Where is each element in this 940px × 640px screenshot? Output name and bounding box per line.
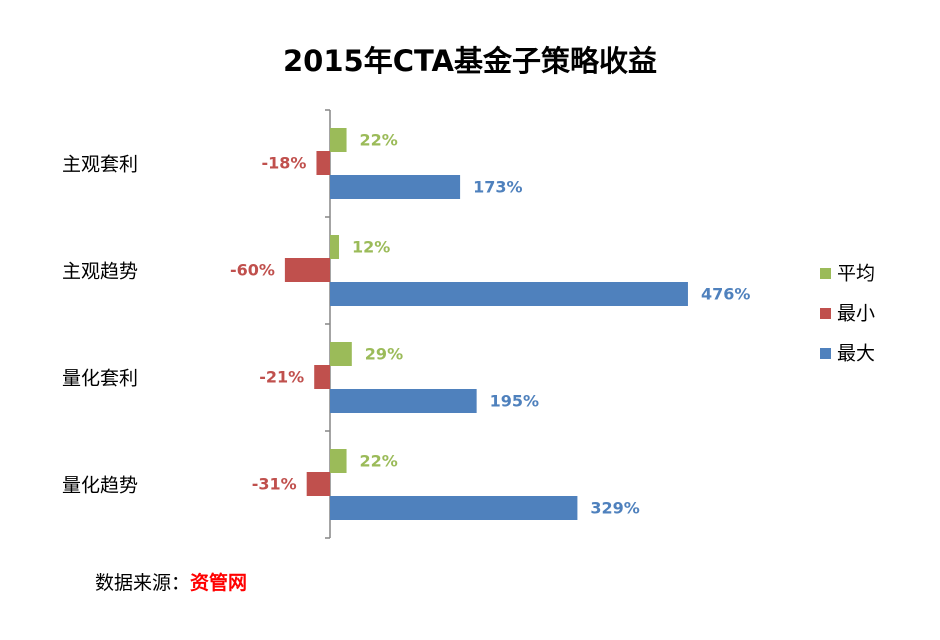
category-label: 量化趋势 — [62, 475, 138, 497]
data-label: -18% — [262, 154, 307, 173]
bar — [330, 342, 352, 366]
data-label: -31% — [252, 475, 297, 494]
bar — [330, 235, 340, 259]
data-label: 29% — [365, 345, 403, 364]
data-label: 22% — [360, 131, 398, 150]
legend-label: 最小 — [837, 303, 875, 325]
data-label: 12% — [352, 238, 390, 257]
legend-swatch — [820, 308, 831, 319]
data-label: 173% — [473, 178, 522, 197]
legend-label: 最大 — [837, 343, 875, 365]
category-label: 主观套利 — [62, 154, 138, 176]
category-label: 主观趋势 — [62, 261, 138, 283]
data-label: 22% — [360, 452, 398, 471]
bar — [316, 151, 330, 175]
bar — [306, 472, 330, 496]
bar — [330, 175, 461, 199]
data-label: -21% — [259, 368, 304, 387]
category-label: 量化套利 — [62, 368, 138, 390]
legend-swatch — [820, 348, 831, 359]
chart-title: 2015年CTA基金子策略收益 — [283, 44, 657, 78]
bar — [330, 389, 477, 413]
bar — [284, 258, 330, 282]
bar — [330, 128, 347, 152]
legend-label: 平均 — [837, 263, 875, 285]
source-note: 数据来源：资管网 — [95, 568, 247, 595]
data-label: 476% — [701, 285, 750, 304]
bar — [314, 365, 330, 389]
data-label: -60% — [230, 261, 275, 280]
legend-swatch — [820, 268, 831, 279]
source-name: 资管网 — [190, 572, 248, 594]
bar — [330, 496, 578, 520]
bar — [330, 449, 347, 473]
source-label: 数据来源： — [95, 572, 191, 594]
data-label: 195% — [490, 392, 539, 411]
data-label: 329% — [590, 499, 639, 518]
bar — [330, 282, 688, 306]
